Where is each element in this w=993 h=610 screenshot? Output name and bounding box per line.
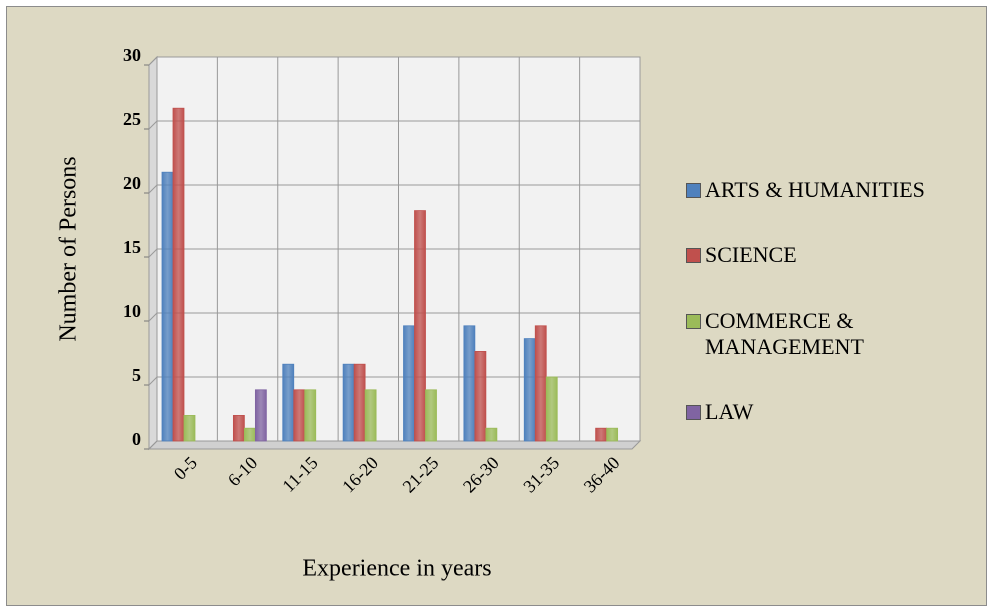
bar bbox=[474, 350, 487, 442]
y-tick-label: 20 bbox=[123, 173, 141, 193]
bar bbox=[463, 325, 476, 442]
bar bbox=[243, 427, 256, 442]
legend-entry: LAW bbox=[686, 399, 986, 425]
legend-label: ARTS & HUMANITIES bbox=[705, 177, 925, 202]
bar bbox=[293, 389, 306, 442]
grid-line bbox=[148, 248, 158, 258]
legend-entry: COMMERCE & MANAGEMENT bbox=[686, 308, 986, 360]
grid-line bbox=[148, 120, 158, 130]
bar bbox=[403, 325, 415, 442]
x-tick-label: 16-20 bbox=[338, 453, 382, 497]
legend-swatch bbox=[686, 313, 701, 329]
legend-label: COMMERCE & MANAGEMENT bbox=[705, 307, 864, 359]
bar bbox=[342, 363, 355, 442]
grid-line bbox=[148, 312, 158, 322]
x-tick-label: 6-10 bbox=[224, 453, 261, 490]
y-tick-label: 5 bbox=[132, 365, 141, 385]
x-tick-label: 11-15 bbox=[278, 453, 321, 496]
legend-swatch bbox=[686, 248, 701, 264]
grid-line bbox=[148, 56, 158, 66]
x-tick-label: 31-35 bbox=[519, 453, 563, 497]
bar bbox=[485, 427, 498, 442]
y-axis-label: Number of Persons bbox=[56, 156, 82, 341]
bar bbox=[161, 171, 174, 442]
legend-swatch bbox=[686, 404, 701, 420]
bar bbox=[595, 427, 608, 442]
legend: ARTS & HUMANITIES SCIENCE COMMERCE & MANAG… bbox=[686, 177, 986, 425]
bar bbox=[183, 414, 196, 442]
bar bbox=[353, 363, 366, 442]
bar bbox=[545, 376, 558, 442]
bar bbox=[172, 107, 185, 442]
y-tick-label: 10 bbox=[123, 301, 141, 321]
bar bbox=[606, 427, 619, 442]
bar bbox=[364, 389, 377, 442]
x-tick-label: 36-40 bbox=[580, 453, 624, 497]
bar bbox=[282, 363, 295, 442]
x-tick-label: 26-30 bbox=[459, 453, 503, 497]
y-tick-label: 15 bbox=[123, 237, 141, 257]
legend-label: SCIENCE bbox=[705, 242, 797, 268]
x-tick-label: 0-5 bbox=[170, 453, 201, 484]
bar bbox=[254, 389, 267, 442]
bar bbox=[304, 389, 317, 442]
legend-swatch bbox=[686, 183, 701, 198]
y-tick-label: 30 bbox=[123, 45, 141, 65]
bar bbox=[414, 210, 426, 442]
y-tick-label: 25 bbox=[123, 109, 141, 129]
bar bbox=[232, 414, 245, 442]
grid-line bbox=[148, 376, 158, 386]
x-tick-label: 21-25 bbox=[399, 453, 443, 497]
bar bbox=[425, 389, 437, 442]
bar bbox=[523, 338, 536, 442]
grid-line bbox=[148, 184, 158, 194]
legend-entry: ARTS & HUMANITIES bbox=[686, 177, 986, 203]
floor bbox=[147, 440, 642, 450]
grid-line bbox=[148, 440, 158, 450]
legend-label: LAW bbox=[705, 398, 754, 424]
legend-entry: SCIENCE bbox=[686, 242, 986, 268]
x-axis-label: Experience in years bbox=[302, 556, 491, 582]
bar bbox=[534, 325, 547, 442]
y-tick-label: 0 bbox=[132, 429, 141, 449]
